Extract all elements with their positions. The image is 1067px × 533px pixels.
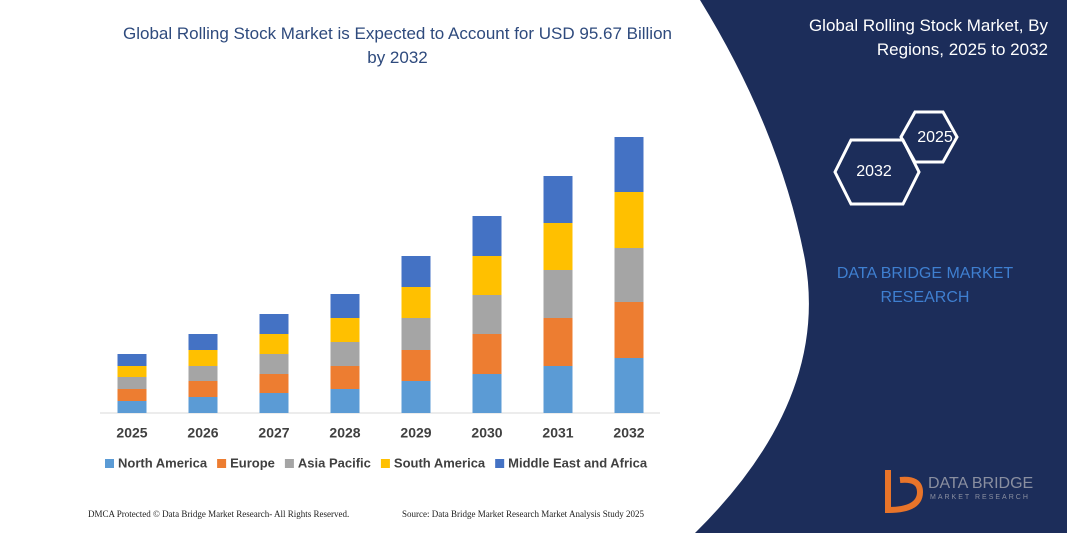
bar-segment [401, 287, 431, 318]
logo-name: DATA BRIDGE [928, 475, 1034, 492]
bar-segment [472, 216, 502, 256]
x-tick-label: 2031 [542, 425, 573, 441]
bar-segment [117, 366, 147, 377]
x-tick-label: 2027 [258, 425, 289, 441]
footer-right: Source: Data Bridge Market Research Mark… [402, 509, 644, 519]
bar-segment [330, 389, 360, 413]
bar-segment [401, 381, 431, 413]
bar-segment [472, 374, 502, 413]
bar-segment [259, 374, 289, 393]
brand: DATA BRIDGE MARKET RESEARCH [836, 265, 1014, 306]
legend-label: South America [394, 455, 486, 470]
legend-swatch [495, 459, 505, 468]
bar-segment [188, 334, 218, 350]
bar-segment [614, 248, 644, 302]
bar-segment [330, 318, 360, 342]
bar-segment [543, 270, 573, 318]
bar-segment [330, 366, 360, 389]
legend-label: Asia Pacific [298, 455, 371, 470]
bar-segment [117, 401, 147, 413]
bar-segment [472, 334, 502, 374]
bar-segment [259, 314, 289, 334]
bar-segment [259, 354, 289, 374]
hex-label: 2032 [856, 163, 892, 180]
bar-segment [188, 350, 218, 366]
bar-segment [472, 256, 502, 295]
bar-segment [401, 318, 431, 350]
bar-segment [188, 366, 218, 381]
x-tick-label: 2026 [187, 425, 218, 441]
bar-segment [614, 302, 644, 358]
bar-segment [614, 358, 644, 413]
legend-swatch [105, 459, 114, 468]
bar-segment [117, 354, 147, 366]
x-tick-label: 2032 [613, 425, 644, 441]
x-tick-label: 2030 [471, 425, 502, 441]
bar-segment [614, 137, 644, 192]
bar-segment [543, 176, 573, 223]
hex-label: 2025 [917, 129, 953, 146]
bar-segment [259, 334, 289, 354]
side-panel [695, 0, 1067, 533]
bar-segment [188, 397, 218, 413]
bar-segment [614, 192, 644, 248]
hexagon [833, 138, 921, 206]
legend-swatch [217, 459, 227, 468]
legend-label: Europe [230, 455, 275, 470]
bar-segment [543, 318, 573, 366]
chart-title: Global Rolling Stock Market is Expected … [123, 24, 672, 67]
legend-swatch [380, 459, 390, 468]
logo-mark [885, 470, 924, 514]
bar-segment [330, 294, 360, 318]
bar-segment [330, 342, 360, 366]
chart: 2025 2026 2027 2028 2029 2030 2031 2032 North Am… [105, 137, 648, 470]
legend-label: North America [118, 455, 208, 470]
bar-segment [543, 223, 573, 270]
bar-segment [472, 295, 502, 334]
bar-segment [401, 350, 431, 381]
panel-title: Global Rolling Stock Market, By Regions,… [808, 16, 1048, 59]
bar-segment [259, 393, 289, 413]
x-tick-label: 2028 [329, 425, 360, 441]
x-tick-label: 2029 [400, 425, 431, 441]
bar-segment [117, 389, 147, 401]
bar-segment [401, 256, 431, 287]
bar-segment [543, 366, 573, 413]
legend-swatch [284, 459, 294, 468]
x-tick-label: 2025 [116, 425, 147, 441]
footer-left: DMCA Protected © Data Bridge Market Rese… [88, 509, 350, 519]
bar-segment [117, 377, 147, 389]
legend-label: Middle East and Africa [508, 455, 648, 470]
logo-tagline: MARKET RESEARCH [930, 494, 1030, 501]
bar-segment [188, 381, 218, 397]
